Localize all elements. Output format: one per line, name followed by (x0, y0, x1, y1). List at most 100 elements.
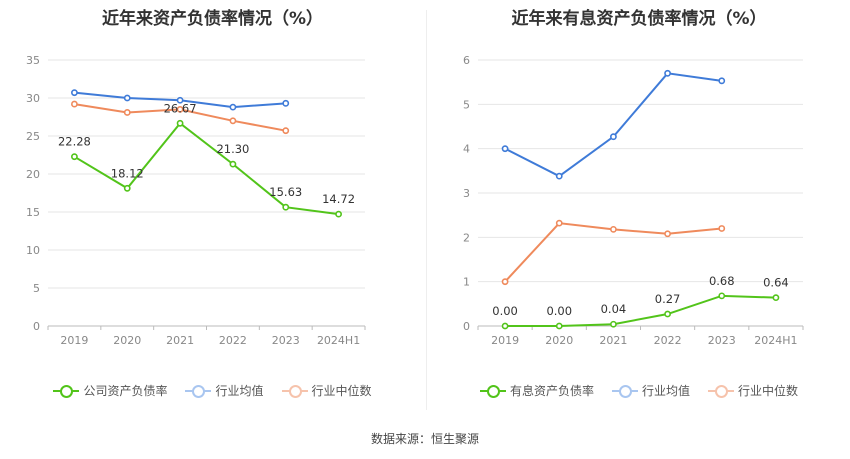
data-point (664, 69, 671, 77)
series-line (505, 294, 776, 327)
chart-plot-asset-liability: 0 5 10 15 20 25 30 35 2019 2020 2021 2022 2023 2024H1… (26, 54, 366, 347)
data-point (123, 109, 131, 116)
data-point (718, 292, 726, 300)
data-point (610, 320, 617, 328)
legend-item-industry-median[interactable]: 行业中位数 (708, 382, 798, 399)
data-point (718, 77, 726, 85)
legend-line-icon (611, 384, 638, 398)
data-label: 26.67 (164, 101, 197, 115)
chart-panel-asset-liability: 近年来资产负债率情况（%） 0 5 10 15 20 25 30 35 2019 2020 2021… (0, 0, 425, 410)
y-tick-label: 15 (26, 206, 40, 219)
x-tick-label: 2024H1 (754, 334, 797, 347)
x-tick-label: 2024H1 (317, 334, 360, 347)
data-point (176, 119, 184, 127)
legend-line-icon (708, 384, 734, 398)
legend-item-industry-median[interactable]: 行业中位数 (281, 382, 372, 399)
x-tick-label: 2020 (113, 334, 141, 347)
x-tick-label: 2019 (60, 334, 88, 347)
data-point (229, 160, 237, 168)
data-label: 0.68 (709, 274, 735, 288)
x-tick-label: 2021 (599, 334, 627, 347)
y-tick-label: 30 (26, 92, 40, 105)
x-tick-label: 2023 (708, 334, 736, 347)
series-line (504, 72, 722, 178)
data-point (71, 153, 78, 161)
legend-item-company[interactable]: 公司资产负债率 (53, 382, 167, 399)
y-tick-label: 25 (26, 130, 40, 143)
chart-title: 近年来资产负债率情况（%） (101, 9, 324, 29)
data-point (664, 230, 671, 238)
data-label: 22.28 (58, 135, 91, 149)
x-tick-label: 2021 (166, 334, 194, 347)
y-tick-label: 3 (463, 187, 470, 200)
data-label: 0.00 (546, 304, 572, 318)
legend-label: 行业均值 (215, 384, 264, 398)
data-point (501, 278, 509, 286)
y-tick-label: 5 (463, 98, 470, 111)
chart-legend: 公司资产负债率 行业均值 行业中位数 (0, 382, 425, 399)
y-tick-label: 0 (463, 320, 470, 333)
data-label: 0.00 (492, 304, 518, 318)
chart-legend: 有息资产负债率 行业均值 行业中位数 (428, 382, 850, 399)
data-point (501, 322, 509, 330)
data-point (282, 127, 290, 135)
data-point (176, 96, 184, 104)
data-point (772, 294, 780, 302)
data-point (718, 225, 726, 232)
y-tick-label: 2 (463, 231, 470, 244)
legend-line-icon (53, 384, 80, 398)
data-point (71, 100, 78, 108)
series-line (73, 121, 339, 216)
data-point (123, 94, 131, 102)
x-tick-label: 2019 (491, 334, 519, 347)
y-tick-label: 6 (463, 54, 470, 67)
legend-label: 行业中位数 (738, 384, 799, 398)
data-label: 15.63 (269, 185, 302, 199)
y-tick-label: 0 (33, 320, 40, 333)
legend-item-company[interactable]: 有息资产负债率 (479, 382, 594, 399)
x-tick-label: 2022 (219, 334, 247, 347)
data-label: 14.72 (322, 192, 355, 206)
legend-label: 有息资产负债率 (509, 384, 594, 398)
data-point (123, 184, 131, 192)
data-point (555, 322, 563, 330)
data-label: 0.27 (655, 292, 681, 306)
legend-item-industry-average[interactable]: 行业均值 (611, 382, 690, 399)
legend-label: 行业均值 (641, 384, 690, 398)
data-label: 0.64 (763, 276, 789, 290)
data-label: 0.04 (601, 302, 627, 316)
legend-line-icon (479, 384, 506, 398)
data-point (71, 89, 78, 97)
legend-item-industry-average[interactable]: 行业均值 (185, 382, 264, 399)
x-tick-label: 2020 (545, 334, 573, 347)
chart-plot-interest-bearing: 0 1 2 3 4 5 6 2019 2020 2021 2022 2023 2024H1 0.00 0.0… (463, 54, 804, 347)
data-point (282, 99, 290, 107)
data-source-note: 数据来源：恒生聚源 (370, 432, 479, 446)
data-point (610, 133, 617, 141)
x-tick-label: 2023 (272, 334, 300, 347)
data-label: 18.12 (111, 166, 144, 180)
legend-line-icon (281, 384, 308, 398)
data-point (555, 219, 563, 227)
panel-divider (426, 10, 427, 410)
legend-label: 公司资产负债率 (83, 384, 168, 398)
y-tick-label: 1 (463, 276, 470, 289)
y-tick-label: 4 (463, 143, 470, 156)
data-point (229, 117, 237, 125)
data-point (176, 106, 184, 113)
legend-line-icon (185, 384, 212, 398)
y-tick-label: 35 (26, 54, 40, 67)
chart-title: 近年来有息资产负债率情况（%） (511, 9, 767, 29)
data-point (610, 225, 617, 233)
y-tick-label: 20 (26, 168, 40, 181)
legend-label: 行业中位数 (311, 384, 372, 398)
data-point (501, 145, 509, 153)
chart-panel-interest-bearing: 近年来有息资产负债率情况（%） 0 1 2 3 4 5 6 2019 2020 2021 2022 2… (428, 0, 850, 410)
data-point (335, 210, 342, 218)
y-tick-label: 5 (33, 282, 40, 295)
x-tick-label: 2022 (654, 334, 682, 347)
data-point (229, 103, 237, 111)
data-point (282, 203, 290, 211)
data-label: 21.30 (216, 142, 249, 156)
data-point (555, 172, 563, 180)
